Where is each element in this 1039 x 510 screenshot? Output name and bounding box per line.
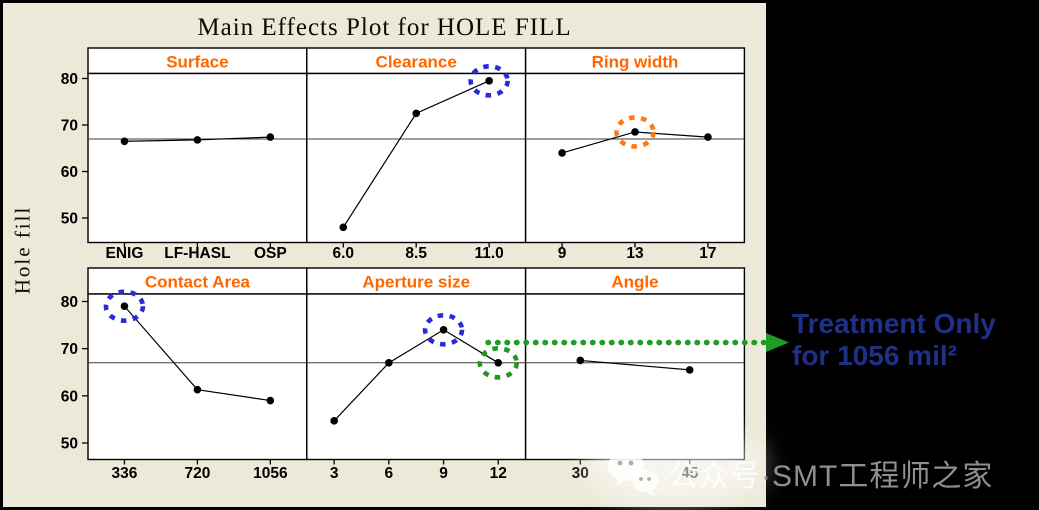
panel-aperture-size: Aperture size 3 6 9 12 — [306, 267, 527, 482]
x-tick-label: 3 — [330, 465, 339, 482]
panel-clearance: Clearance 6.0 8.5 11.0 — [306, 47, 527, 262]
highlight-circle — [468, 64, 510, 98]
highlight-circle — [422, 312, 465, 347]
data-point — [193, 136, 202, 144]
x-tick-label: 1056 — [253, 465, 288, 482]
treatment-annotation: Treatment Only for 1056 mil² — [792, 308, 1032, 373]
x-tick-label: 9 — [558, 245, 567, 262]
series-line — [580, 359, 690, 371]
data-point — [576, 356, 585, 365]
y-tick-label: 80 — [61, 294, 78, 311]
series-line — [333, 329, 499, 422]
annotation-line-1: Treatment Only — [792, 308, 996, 339]
x-tick-label: 45 — [681, 465, 699, 482]
panel-title: Contact Area — [145, 273, 251, 292]
data-point — [266, 133, 275, 141]
panel-plot-area — [306, 293, 527, 461]
panel-header-box — [524, 267, 746, 295]
data-point — [412, 109, 421, 118]
panel-plot-area — [306, 72, 527, 244]
x-tick-label: 8.5 — [405, 245, 427, 262]
x-tick-label: ENIG — [106, 245, 144, 262]
panel-plot-area — [524, 293, 746, 461]
y-tick-label: 70 — [61, 341, 78, 358]
panel-angle: Angle 30 45 — [524, 267, 746, 482]
panel-ring-width: Ring width 9 13 17 — [524, 47, 746, 262]
panel-header-box — [524, 47, 746, 75]
panel-header-box — [306, 267, 527, 295]
data-point — [120, 302, 129, 311]
panel-title: Surface — [166, 53, 228, 72]
data-point — [631, 128, 639, 136]
x-tick-label: 13 — [626, 245, 644, 262]
data-point — [485, 77, 493, 85]
y-tick-label: 70 — [61, 118, 78, 135]
y-tick-label: 60 — [61, 388, 78, 405]
y-tick-label: 50 — [61, 211, 78, 228]
data-point — [193, 385, 202, 394]
panel-surface: Surface 50 60 70 80 ENIG LF-HASL OSP — [61, 47, 308, 262]
data-point — [339, 223, 348, 232]
x-tick-label: 6 — [385, 465, 394, 482]
panel-header-box — [87, 267, 308, 295]
panel-plot-area — [524, 72, 746, 244]
data-point — [330, 417, 338, 425]
highlight-circle — [614, 115, 656, 149]
data-point — [385, 359, 393, 367]
data-point — [494, 359, 503, 367]
panel-title: Clearance — [376, 53, 457, 72]
x-tick-label: 30 — [572, 465, 589, 482]
panel-title: Aperture size — [362, 273, 470, 292]
data-point — [704, 133, 712, 141]
data-point — [266, 396, 275, 405]
highlight-circle — [103, 289, 146, 324]
x-tick-label: 12 — [490, 465, 507, 482]
y-tick-label: 80 — [61, 71, 78, 88]
panel-title: Ring width — [592, 53, 679, 72]
data-point — [120, 137, 129, 146]
panel-plot-area — [87, 293, 308, 461]
x-tick-label: 11.0 — [474, 245, 503, 262]
panel-title: Angle — [611, 273, 658, 292]
data-point — [685, 366, 694, 374]
x-tick-label: 9 — [439, 465, 448, 482]
data-point — [558, 149, 566, 157]
x-tick-label: LF-HASL — [164, 245, 230, 262]
y-tick-label: 60 — [61, 164, 78, 181]
data-point — [439, 325, 448, 334]
panel-contact-area: Contact Area 50 60 70 80 336 720 1056 — [61, 267, 308, 482]
y-tick-label: 50 — [61, 435, 78, 452]
x-tick-label: 720 — [184, 465, 210, 482]
x-tick-label: OSP — [254, 245, 287, 262]
panel-plot-area — [87, 72, 308, 244]
chart-title: Main Effects Plot for HOLE FILL — [197, 14, 572, 41]
annotation-line-2: for 1056 mil² — [792, 340, 957, 372]
x-tick-label: 336 — [112, 465, 138, 482]
treatment-arrow-head — [766, 333, 789, 353]
highlight-circle — [477, 346, 520, 380]
x-tick-label: 17 — [699, 245, 716, 262]
x-tick-label: 6.0 — [332, 245, 354, 262]
